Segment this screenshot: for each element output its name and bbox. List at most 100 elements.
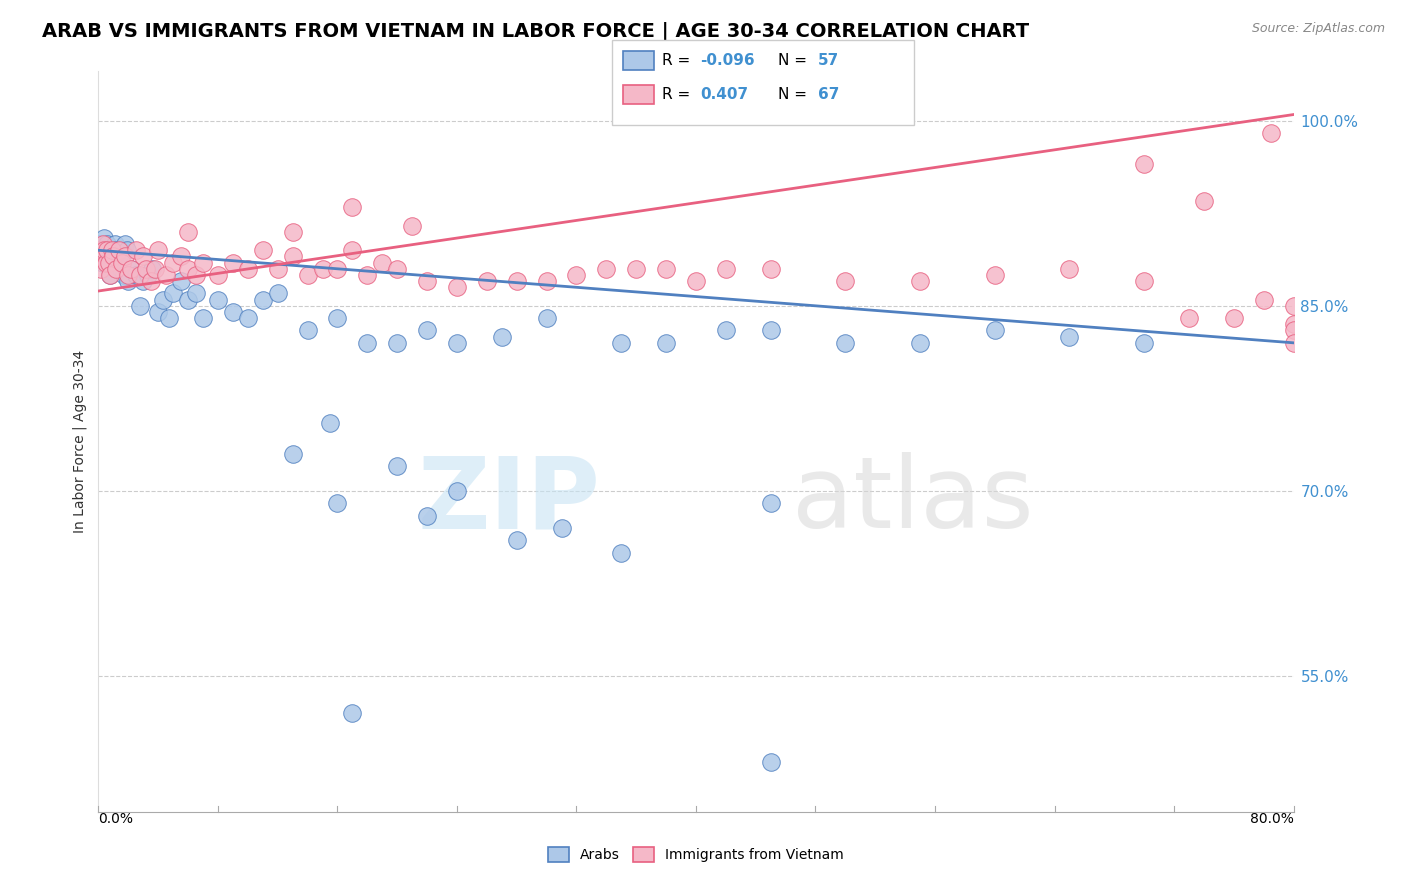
Point — [984, 268, 1007, 282]
Point — [416, 508, 439, 523]
Point — [626, 261, 648, 276]
Text: R =: R = — [662, 54, 696, 68]
Point — [143, 261, 166, 276]
Point — [416, 274, 439, 288]
Point — [908, 274, 931, 288]
Point — [1260, 126, 1282, 140]
Point — [319, 416, 342, 430]
Text: R =: R = — [662, 87, 696, 102]
Point — [148, 305, 170, 319]
Point — [297, 268, 319, 282]
Point — [595, 261, 617, 276]
Point — [111, 244, 134, 258]
Point — [1282, 299, 1305, 313]
Point — [610, 335, 633, 350]
Point — [139, 274, 162, 288]
Point — [222, 255, 245, 269]
Point — [152, 293, 174, 307]
Point — [236, 261, 259, 276]
Point — [101, 244, 124, 258]
Point — [110, 261, 132, 276]
Point — [1178, 311, 1201, 326]
Point — [759, 261, 782, 276]
Point — [112, 268, 135, 282]
Text: 80.0%: 80.0% — [1250, 812, 1294, 826]
Point — [342, 200, 364, 214]
Point — [129, 299, 152, 313]
Point — [252, 244, 274, 258]
Point — [655, 335, 678, 350]
Point — [97, 255, 120, 269]
Point — [101, 244, 124, 258]
Point — [506, 533, 529, 548]
Point — [759, 756, 782, 770]
Point — [169, 250, 191, 264]
Point — [93, 244, 115, 258]
Point — [107, 255, 129, 269]
Point — [385, 261, 409, 276]
Point — [162, 286, 184, 301]
Point — [87, 237, 110, 252]
Point — [446, 483, 468, 498]
Point — [207, 268, 229, 282]
Point — [87, 250, 110, 264]
Point — [155, 268, 177, 282]
Point — [108, 250, 131, 264]
Point — [191, 255, 214, 269]
Point — [1223, 311, 1246, 326]
Point — [207, 293, 229, 307]
Point — [1192, 194, 1215, 208]
Point — [90, 250, 112, 264]
Point — [129, 268, 152, 282]
Point — [714, 261, 737, 276]
Point — [90, 261, 112, 276]
Text: atlas: atlas — [792, 452, 1033, 549]
Point — [104, 237, 127, 252]
Point — [91, 237, 114, 252]
Point — [115, 244, 138, 258]
Point — [105, 244, 128, 258]
Y-axis label: In Labor Force | Age 30-34: In Labor Force | Age 30-34 — [73, 350, 87, 533]
Point — [94, 255, 117, 269]
Text: N =: N = — [778, 54, 811, 68]
Point — [356, 335, 378, 350]
Point — [281, 447, 304, 461]
Point — [1059, 329, 1081, 343]
Text: 0.0%: 0.0% — [98, 812, 134, 826]
Point — [550, 521, 572, 535]
Point — [446, 280, 468, 294]
Point — [385, 335, 409, 350]
Text: 67: 67 — [818, 87, 839, 102]
Point — [136, 268, 159, 282]
Point — [446, 335, 468, 350]
Point — [98, 268, 122, 282]
Point — [1133, 157, 1156, 171]
Point — [94, 244, 117, 258]
Point — [103, 250, 125, 264]
Point — [177, 261, 200, 276]
Point — [117, 274, 139, 288]
Point — [416, 324, 439, 338]
Text: N =: N = — [778, 87, 811, 102]
Point — [177, 225, 200, 239]
Point — [371, 255, 394, 269]
Point — [536, 274, 558, 288]
Point — [655, 261, 678, 276]
Point — [93, 231, 115, 245]
Point — [162, 255, 184, 269]
Point — [132, 274, 155, 288]
Point — [141, 261, 163, 276]
Point — [267, 261, 290, 276]
Point — [610, 546, 633, 560]
Point — [105, 261, 128, 276]
Point — [326, 261, 349, 276]
Point — [759, 324, 782, 338]
Point — [111, 255, 134, 269]
Point — [96, 244, 118, 258]
Point — [297, 324, 319, 338]
Point — [177, 293, 200, 307]
Point — [984, 324, 1007, 338]
Point — [125, 244, 148, 258]
Point — [1253, 293, 1275, 307]
Point — [114, 237, 136, 252]
